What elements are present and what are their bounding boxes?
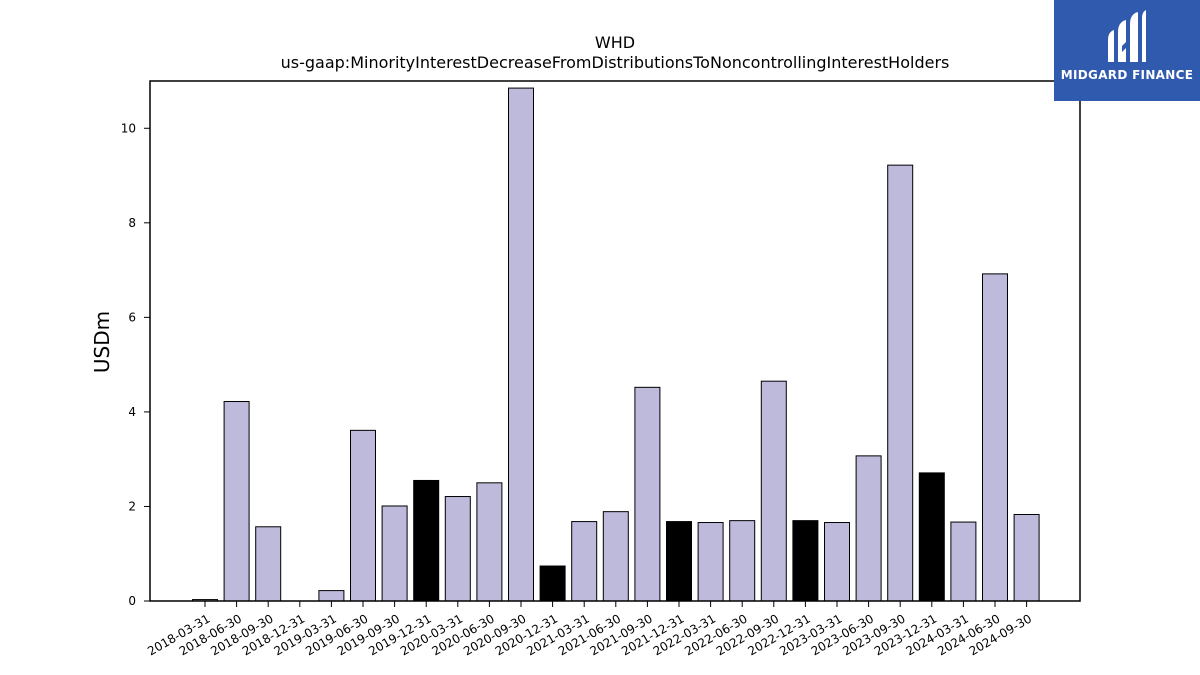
bars-group xyxy=(193,88,1040,601)
bar-2018-09-30 xyxy=(256,527,281,601)
bar-2022-03-31 xyxy=(698,523,723,601)
bar-2019-12-31 xyxy=(414,480,439,601)
bar-2022-06-30 xyxy=(730,521,755,601)
bar-2020-09-30 xyxy=(509,88,534,601)
chart-subtitle: us-gaap:MinorityInterestDecreaseFromDist… xyxy=(281,53,950,72)
y-tick-label: 0 xyxy=(128,594,136,608)
midgard-finance-logo: MIDGARD FINANCE xyxy=(1054,0,1200,101)
bar-2021-09-30 xyxy=(635,387,660,601)
bar-2018-06-30 xyxy=(224,402,249,601)
bar-2023-03-31 xyxy=(825,523,850,601)
bar-2021-03-31 xyxy=(572,522,597,601)
bar-2021-06-30 xyxy=(603,512,628,601)
bar-2024-03-31 xyxy=(951,522,976,601)
bar-2024-09-30 xyxy=(1014,514,1039,601)
bar-2019-06-30 xyxy=(351,430,376,601)
bar-2023-12-31 xyxy=(919,473,944,601)
chart-title: WHD xyxy=(595,33,635,52)
midgard-logo-icon xyxy=(1104,10,1150,68)
y-axis-label: USDm xyxy=(90,311,114,373)
y-tick-label: 10 xyxy=(121,121,136,135)
bar-2020-03-31 xyxy=(445,497,470,601)
bar-2021-12-31 xyxy=(667,522,692,601)
y-tick-label: 8 xyxy=(128,216,136,230)
y-axis-ticks: 0 2 4 6 8 10 xyxy=(121,121,150,608)
bar-2020-06-30 xyxy=(477,483,502,601)
bar-2024-06-30 xyxy=(983,274,1008,601)
bar-2022-09-30 xyxy=(761,381,786,601)
x-axis-ticks: 2018-03-312018-06-302018-09-302018-12-31… xyxy=(145,601,1034,658)
y-tick-label: 6 xyxy=(128,310,136,324)
bar-2020-12-31 xyxy=(540,566,565,601)
bar-2022-12-31 xyxy=(793,521,818,601)
bar-2023-06-30 xyxy=(856,456,881,601)
bar-2019-09-30 xyxy=(382,506,407,601)
bar-2019-03-31 xyxy=(319,591,344,601)
bar-2023-09-30 xyxy=(888,165,913,601)
y-tick-label: 2 xyxy=(128,499,136,513)
logo-text: MIDGARD FINANCE xyxy=(1054,68,1200,82)
y-tick-label: 4 xyxy=(128,405,136,419)
